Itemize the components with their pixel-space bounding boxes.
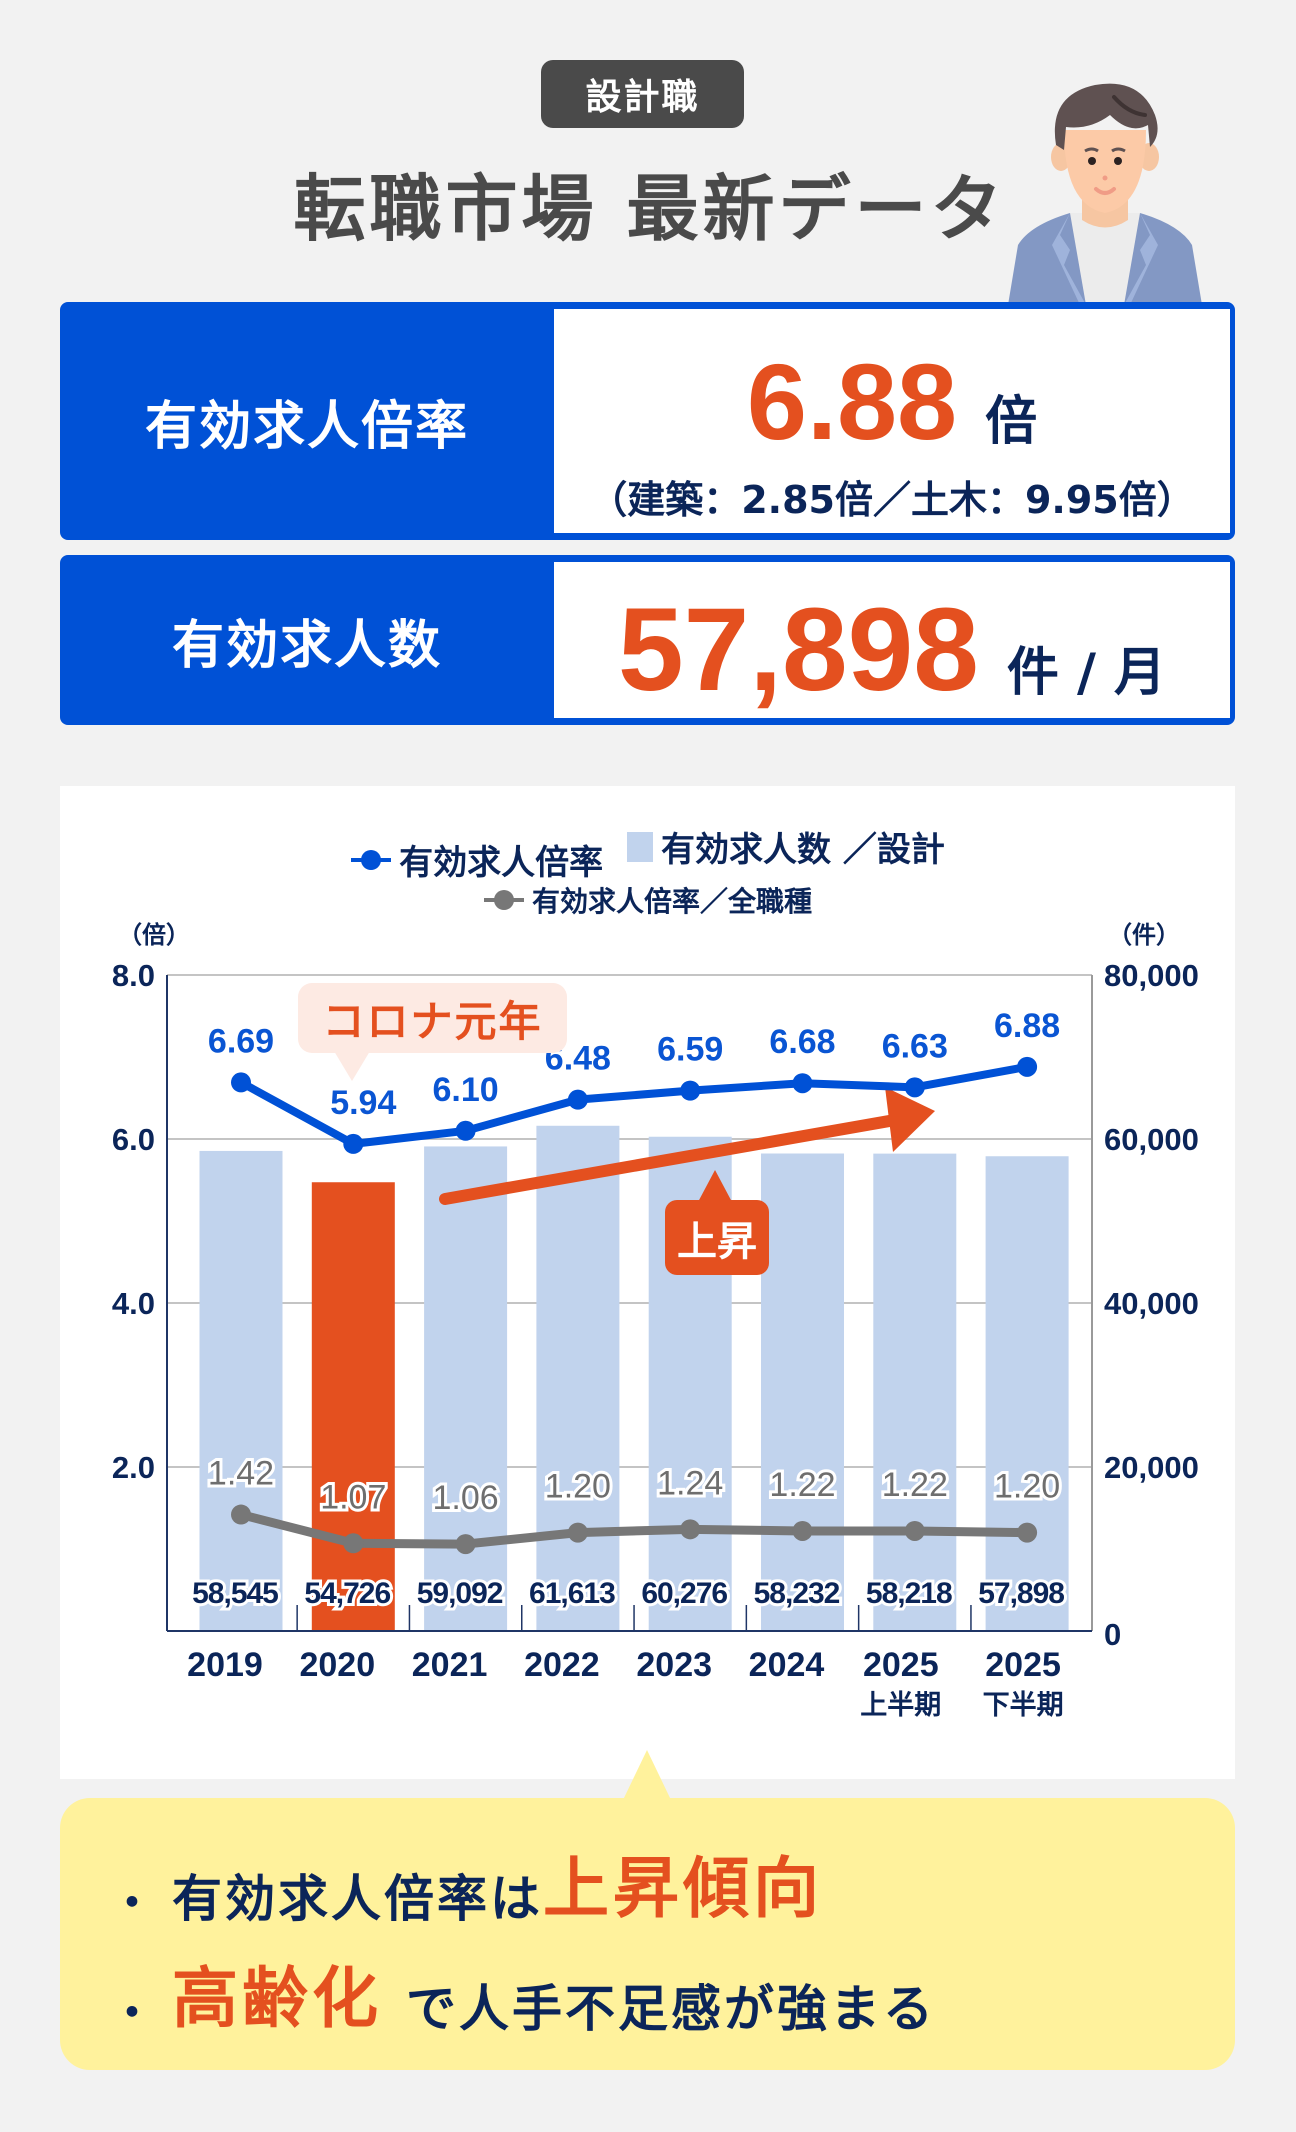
person-illustration-icon [1008,83,1202,305]
svg-text:2025: 2025 [863,1646,939,1684]
svg-text:1.24: 1.24 [657,1464,723,1502]
job-ratio-value-box: 6.88 倍 （建築：2.85倍／土木：9.95倍） [554,309,1230,533]
bar [761,1153,844,1631]
job-openings-value-box: 57,898 件 / 月 [554,562,1230,718]
svg-text:0: 0 [1104,1617,1121,1652]
legend-item-rate: 有効求人倍率 [351,835,603,884]
svg-text:6.0: 6.0 [112,1122,155,1157]
corona-annotation: コロナ元年 [298,983,567,1081]
svg-text:61,613: 61,613 [529,1577,615,1610]
bar [199,1150,283,1631]
svg-text:2024: 2024 [749,1646,825,1684]
svg-text:6.68: 6.68 [769,1023,835,1061]
job-openings-value: 57,898 [617,584,979,716]
summary-line-1: ・ 有効求人倍率は 上昇傾向 [110,1835,823,1931]
svg-text:57,898: 57,898 [978,1577,1064,1610]
bullet: ・ [110,1988,154,2039]
right-axis-unit: （件） [1108,921,1180,949]
summary-callout [60,1750,1235,2070]
gray-line-marker-icon [483,890,524,910]
summary-highlight-aging: 高齢化 [172,1960,382,2037]
job-ratio-label: 有効求人倍率 [144,396,469,457]
svg-text:40,000: 40,000 [1104,1286,1199,1321]
svg-text:60,000: 60,000 [1104,1122,1199,1157]
svg-text:1.22: 1.22 [769,1466,835,1504]
svg-text:1.20: 1.20 [545,1468,611,1506]
svg-text:下半期: 下半期 [983,1690,1064,1721]
legend-item-all-jobs-rate: 有効求人倍率／全職種 [483,880,812,920]
svg-text:1.06: 1.06 [433,1479,499,1517]
svg-text:6.63: 6.63 [882,1027,948,1065]
chart-legend: 有効求人倍率 有効求人数 ／設計 [0,822,1296,884]
svg-text:80,000: 80,000 [1104,958,1199,993]
svg-text:6.69: 6.69 [208,1022,274,1060]
summary-highlight-rise: 上昇傾向 [543,1850,823,1927]
bar-swatch-icon [627,831,653,862]
job-openings-label: 有効求人数 [171,615,442,676]
job-ratio-breakdown: （建築：2.85倍／土木：9.95倍） [589,478,1195,522]
left-axis-unit: （倍） [118,921,190,949]
job-ratio-card: 有効求人倍率 6.88 倍 （建築：2.85倍／土木：9.95倍） [60,302,1235,540]
summary-line-2: ・ 高齢化 で人手不足感が強まる [110,1945,936,2041]
svg-text:4.0: 4.0 [112,1286,155,1321]
blue-line-marker-icon [351,849,392,870]
svg-text:2020: 2020 [299,1646,375,1684]
svg-text:6.88: 6.88 [994,1007,1060,1045]
svg-text:2022: 2022 [524,1646,600,1684]
svg-text:58,232: 58,232 [754,1577,840,1610]
svg-text:5.94: 5.94 [330,1084,396,1122]
job-ratio-unit: 倍 [985,392,1038,452]
svg-text:1.22: 1.22 [882,1466,948,1504]
svg-text:6.10: 6.10 [433,1071,499,1109]
svg-text:2021: 2021 [412,1646,488,1684]
svg-text:上半期: 上半期 [860,1690,941,1721]
page-title: 転職市場 最新データ [293,167,1007,251]
svg-text:1.07: 1.07 [320,1478,386,1516]
bar [424,1146,508,1631]
job-openings-unit: 件 / 月 [1006,643,1167,703]
bullet: ・ [110,1878,154,1929]
chart-legend-secondary: 有効求人倍率／全職種 [0,876,1296,920]
job-ratio-value: 6.88 [746,341,958,462]
svg-text:20,000: 20,000 [1104,1450,1199,1485]
bar [536,1125,620,1631]
svg-text:59,092: 59,092 [417,1577,503,1610]
svg-text:8.0: 8.0 [112,958,155,993]
svg-text:2019: 2019 [187,1646,263,1684]
svg-text:54,726: 54,726 [304,1577,390,1610]
job-openings-card: 有効求人数 57,898 件 / 月 [60,555,1235,725]
legend-item-openings: 有効求人数 ／設計 [627,822,945,871]
svg-text:2025: 2025 [985,1646,1061,1684]
svg-text:2.0: 2.0 [112,1450,155,1485]
svg-text:2023: 2023 [636,1646,712,1684]
svg-text:1.20: 1.20 [994,1468,1060,1506]
bar [985,1156,1069,1631]
svg-text:58,545: 58,545 [192,1577,278,1610]
rise-annotation: 上昇 [665,1170,769,1275]
svg-text:58,218: 58,218 [866,1577,952,1610]
category-badge: 設計職 [541,60,744,128]
svg-text:6.59: 6.59 [657,1031,723,1069]
bar [311,1182,395,1631]
svg-text:60,276: 60,276 [641,1577,727,1610]
svg-text:1.42: 1.42 [208,1455,274,1493]
bar [873,1153,957,1631]
